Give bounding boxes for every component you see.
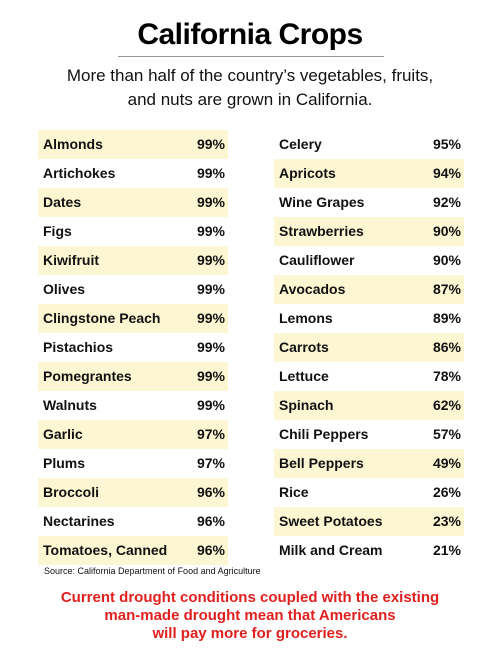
crop-name: Garlic — [43, 426, 83, 442]
crop-name: Lettuce — [279, 368, 329, 384]
crop-share: 89% — [432, 310, 461, 326]
crop-name: Clingstone Peach — [43, 310, 161, 326]
crop-name: Kiwifruit — [43, 252, 99, 268]
crop-share: 99% — [196, 136, 225, 152]
crop-name: Lemons — [279, 310, 333, 326]
table-row: Cauliflower 90% — [274, 246, 464, 275]
table-row: Celery 95% — [274, 130, 464, 159]
crop-name: Sweet Potatoes — [279, 513, 383, 529]
crop-share: 96% — [196, 484, 225, 500]
crop-name: Strawberries — [279, 223, 364, 239]
crop-share: 62% — [432, 397, 461, 413]
crop-share: 26% — [432, 484, 461, 500]
table-row: Nectarines 96% — [38, 507, 228, 536]
table-row: Wine Grapes 92% — [274, 188, 464, 217]
table-row: Carrots 86% — [274, 333, 464, 362]
table-row: Lemons 89% — [274, 304, 464, 333]
crop-share: 99% — [196, 368, 225, 384]
crop-name: Pistachios — [43, 339, 114, 355]
table-row: Bell Peppers 49% — [274, 449, 464, 478]
crop-share: 94% — [432, 165, 461, 181]
subtitle: More than half of the country’s vegetabl… — [66, 66, 434, 85]
crop-share: 49% — [432, 455, 461, 471]
crop-share: 92% — [432, 194, 461, 210]
crop-name: Broccoli — [43, 484, 100, 500]
crop-name: Milk and Cream — [279, 542, 383, 558]
crop-name: Bell Peppers — [279, 455, 364, 471]
crop-name: Rice — [279, 484, 309, 500]
crop-name: Olives — [43, 281, 86, 297]
table-row: Pistachios 99% — [38, 333, 228, 362]
crop-name: Walnuts — [43, 397, 97, 413]
crop-name: Nectarines — [43, 513, 115, 529]
note: man-made drought mean that Americans — [104, 607, 396, 624]
crop-share: 99% — [196, 339, 225, 355]
table-row: Plums 97% — [38, 449, 228, 478]
crop-share: 99% — [196, 281, 225, 297]
table-row: Dates 99% — [38, 188, 228, 217]
table-row: Figs 99% — [38, 217, 228, 246]
crop-share: 57% — [432, 426, 461, 442]
crop-share: 95% — [432, 136, 461, 152]
table-row: Spinach 62% — [274, 391, 464, 420]
crop-share: 87% — [432, 281, 461, 297]
table-row: Tomatoes, Canned 96% — [38, 536, 228, 565]
crop-share: 90% — [432, 223, 461, 239]
table-row: Pomegrantes 99% — [38, 362, 228, 391]
crop-share: 78% — [432, 368, 461, 384]
crop-name: Celery — [279, 136, 322, 152]
table-row: Clingstone Peach 99% — [38, 304, 228, 333]
table-row: Almonds 99% — [38, 130, 228, 159]
table-row: Garlic 97% — [38, 420, 228, 449]
crop-name: Dates — [43, 194, 82, 210]
crop-share: 99% — [196, 397, 225, 413]
table-row: Apricots 94% — [274, 159, 464, 188]
table-row: Avocados 87% — [274, 275, 464, 304]
table-row: Chili Peppers 57% — [274, 420, 464, 449]
crop-name: Chili Peppers — [279, 426, 369, 442]
table-row: Olives 99% — [38, 275, 228, 304]
crop-name: Plums — [43, 455, 86, 471]
crop-name: Avocados — [279, 281, 346, 297]
crop-share: 23% — [432, 513, 461, 529]
table-row: Lettuce 78% — [274, 362, 464, 391]
crop-name: Wine Grapes — [279, 194, 365, 210]
crop-name: Almonds — [43, 136, 103, 152]
crop-share: 97% — [196, 455, 225, 471]
crop-name: Figs — [43, 223, 72, 239]
crop-name: Apricots — [279, 165, 336, 181]
table-row: Kiwifruit 99% — [38, 246, 228, 275]
crop-share: 99% — [196, 223, 225, 239]
note: will pay more for groceries. — [152, 625, 348, 642]
crop-share: 96% — [196, 542, 225, 558]
crop-share: 97% — [196, 426, 225, 442]
crop-share: 90% — [432, 252, 461, 268]
table-row: Rice 26% — [274, 478, 464, 507]
crop-name: Cauliflower — [279, 252, 355, 268]
note: Current drought conditions coupled with … — [60, 589, 440, 606]
crop-share: 96% — [196, 513, 225, 529]
title-rule — [118, 56, 384, 57]
crop-share: 99% — [196, 165, 225, 181]
title: California Crops — [137, 18, 363, 51]
table-row: Milk and Cream 21% — [274, 536, 464, 565]
crop-name: Artichokes — [43, 165, 116, 181]
table-row: Strawberries 90% — [274, 217, 464, 246]
source: Source: California Department of Food an… — [44, 566, 261, 576]
crop-share: 86% — [432, 339, 461, 355]
crop-name: Pomegrantes — [43, 368, 132, 384]
crop-share: 99% — [196, 310, 225, 326]
table-row: Sweet Potatoes 23% — [274, 507, 464, 536]
crop-share: 99% — [196, 252, 225, 268]
table-row: Walnuts 99% — [38, 391, 228, 420]
subtitle: and nuts are grown in California. — [127, 90, 373, 109]
crop-share: 99% — [196, 194, 225, 210]
crop-name: Tomatoes, Canned — [43, 542, 168, 558]
crop-name: Carrots — [279, 339, 329, 355]
crop-name: Spinach — [279, 397, 334, 413]
table-row: Broccoli 96% — [38, 478, 228, 507]
crop-share: 21% — [432, 542, 461, 558]
table-row: Artichokes 99% — [38, 159, 228, 188]
